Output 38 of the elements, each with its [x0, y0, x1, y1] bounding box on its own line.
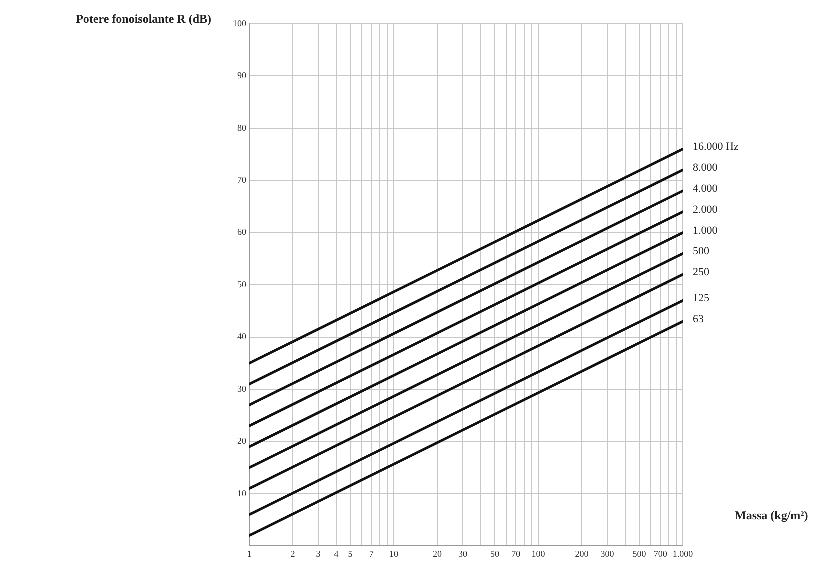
- series-label: 1.000: [693, 224, 718, 237]
- x-tick-label: 10: [390, 548, 399, 559]
- y-tick-label: 40: [238, 332, 247, 342]
- x-tick-label: 500: [632, 548, 647, 559]
- y-tick-label: 80: [238, 122, 247, 133]
- series-label: 250: [693, 266, 710, 279]
- y-tick-label: 100: [233, 18, 247, 28]
- series-label: 2.000: [693, 204, 718, 216]
- series-label: 63: [693, 314, 704, 326]
- series-label: 125: [693, 292, 710, 305]
- x-axis-title: Massa (kg/m²): [735, 508, 808, 522]
- x-tick-label: 5: [348, 548, 354, 559]
- y-tick-label: 20: [238, 436, 247, 446]
- series-label: 16.000 Hz: [693, 141, 739, 154]
- y-tick-label: 50: [238, 279, 247, 290]
- y-tick-label: 30: [238, 384, 247, 394]
- series-label: 8.000: [693, 162, 718, 174]
- x-tick-label: 7: [369, 548, 374, 559]
- x-tick-label: 1: [247, 548, 252, 559]
- x-tick-label: 30: [458, 548, 468, 559]
- y-axis-title: Potere fonoisolante R (dB): [76, 12, 212, 26]
- x-tick-label: 4: [334, 548, 340, 559]
- x-tick-label: 300: [600, 548, 615, 559]
- x-tick-label: 2: [290, 548, 296, 559]
- series-label: 500: [693, 246, 710, 258]
- series-label: 4.000: [693, 182, 718, 195]
- x-tick-label: 1.000: [672, 548, 694, 559]
- x-tick-label: 20: [433, 548, 442, 559]
- y-tick-label: 10: [238, 488, 247, 498]
- x-tick-label: 50: [490, 548, 500, 559]
- y-tick-label: 70: [238, 175, 247, 186]
- x-tick-label: 200: [575, 548, 590, 559]
- x-tick-label: 3: [316, 548, 322, 559]
- x-tick-label: 700: [654, 548, 668, 559]
- x-tick-label: 100: [532, 548, 546, 559]
- x-tick-label: 70: [512, 548, 522, 559]
- y-tick-label: 90: [238, 70, 247, 81]
- y-tick-label: 60: [238, 227, 247, 238]
